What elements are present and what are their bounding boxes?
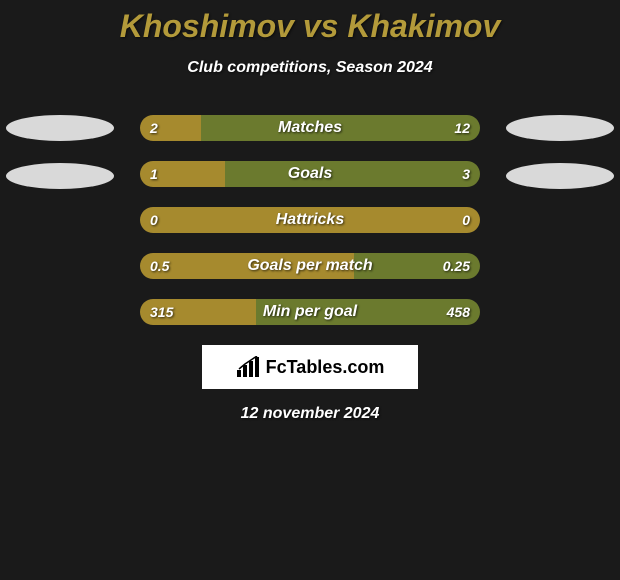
stat-bar bbox=[140, 207, 480, 233]
stat-row: 0.50.25Goals per match bbox=[0, 253, 620, 279]
stat-bar-right bbox=[310, 207, 480, 233]
stat-value-left: 2 bbox=[150, 115, 158, 141]
stat-value-left: 0 bbox=[150, 207, 158, 233]
player-right-ellipse bbox=[506, 115, 614, 141]
stat-row: 00Hattricks bbox=[0, 207, 620, 233]
stat-value-right: 3 bbox=[462, 161, 470, 187]
page-title: Khoshimov vs Khakimov bbox=[0, 0, 620, 45]
brand-box[interactable]: FcTables.com bbox=[202, 345, 418, 389]
stat-row: 315458Min per goal bbox=[0, 299, 620, 325]
stat-value-right: 458 bbox=[447, 299, 470, 325]
player-left-ellipse bbox=[6, 115, 114, 141]
player-right-ellipse bbox=[506, 163, 614, 189]
stat-value-right: 12 bbox=[454, 115, 470, 141]
bars-icon bbox=[236, 356, 262, 378]
stat-bar bbox=[140, 253, 480, 279]
comparison-chart: 212Matches13Goals00Hattricks0.50.25Goals… bbox=[0, 115, 620, 325]
stat-bar-left bbox=[140, 253, 354, 279]
player-left-ellipse bbox=[6, 163, 114, 189]
stat-row: 13Goals bbox=[0, 161, 620, 187]
stat-value-right: 0.25 bbox=[443, 253, 470, 279]
subtitle: Club competitions, Season 2024 bbox=[0, 59, 620, 77]
stat-bar bbox=[140, 161, 480, 187]
stat-row: 212Matches bbox=[0, 115, 620, 141]
date-label: 12 november 2024 bbox=[0, 405, 620, 423]
stat-bar bbox=[140, 299, 480, 325]
stat-value-left: 0.5 bbox=[150, 253, 169, 279]
stat-bar-right bbox=[201, 115, 480, 141]
brand-text: FcTables.com bbox=[266, 357, 385, 378]
stat-bar-right bbox=[225, 161, 480, 187]
stat-bar-left bbox=[140, 207, 310, 233]
stat-value-right: 0 bbox=[462, 207, 470, 233]
stat-value-left: 315 bbox=[150, 299, 173, 325]
stat-bar bbox=[140, 115, 480, 141]
brand-logo: FcTables.com bbox=[236, 356, 385, 378]
stat-value-left: 1 bbox=[150, 161, 158, 187]
